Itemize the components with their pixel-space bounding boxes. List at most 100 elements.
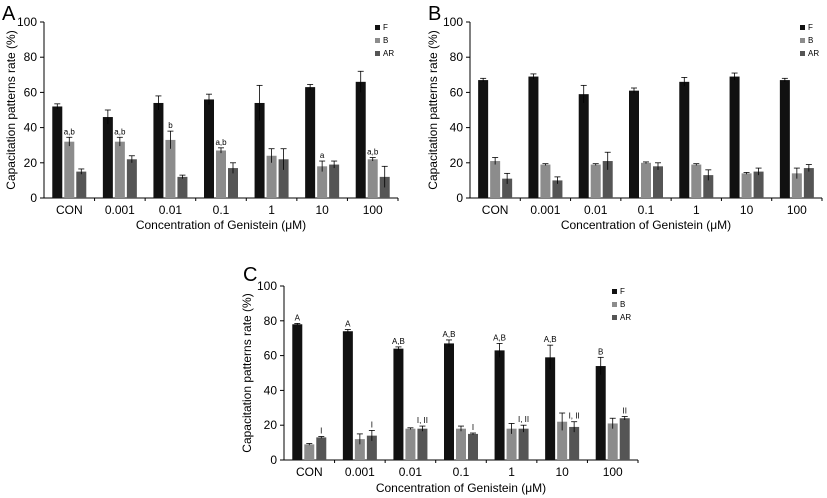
bar-f bbox=[444, 343, 454, 460]
bar-b bbox=[791, 173, 802, 198]
bar-f bbox=[478, 80, 489, 198]
bar-f bbox=[355, 81, 366, 198]
bar-f bbox=[528, 76, 539, 198]
significance-label: A bbox=[295, 313, 301, 322]
x-tick-label: 0.001 bbox=[530, 203, 560, 217]
bar-f bbox=[545, 357, 556, 460]
legend-label: F bbox=[808, 23, 813, 32]
bar-ar bbox=[703, 175, 714, 198]
x-tick-label: 1 bbox=[268, 203, 275, 217]
significance-label: B bbox=[598, 347, 603, 356]
bar-f bbox=[342, 331, 353, 460]
bar-ar bbox=[76, 171, 87, 198]
x-axis-title: Concentration of Genistein (μM) bbox=[136, 218, 306, 232]
bar-f bbox=[52, 106, 63, 198]
bar-b bbox=[741, 173, 752, 198]
bar-b bbox=[490, 161, 501, 198]
legend-swatch bbox=[375, 38, 380, 43]
bar-f bbox=[254, 102, 265, 198]
legend-swatch bbox=[612, 302, 617, 307]
significance-label: A,B bbox=[493, 333, 506, 342]
bar-ar bbox=[803, 168, 814, 198]
y-tick-label: 20 bbox=[450, 156, 464, 170]
bar-f bbox=[393, 348, 404, 460]
significance-label: a,b bbox=[114, 127, 126, 136]
y-tick-label: 80 bbox=[264, 314, 278, 328]
x-tick-label: 10 bbox=[315, 203, 329, 217]
x-tick-label: 1 bbox=[508, 465, 515, 479]
y-tick-label: 40 bbox=[450, 121, 464, 135]
significance-label: b bbox=[168, 121, 173, 130]
bar-f bbox=[595, 366, 606, 460]
bar-ar bbox=[366, 435, 377, 460]
bar-f bbox=[494, 350, 505, 460]
x-tick-label: 0.1 bbox=[453, 465, 470, 479]
x-tick-label: 0.01 bbox=[159, 203, 183, 217]
significance-label: a,b bbox=[215, 138, 227, 147]
y-tick-label: 0 bbox=[456, 191, 463, 205]
legend-swatch bbox=[375, 25, 380, 30]
bar-b bbox=[506, 428, 517, 460]
y-tick-label: 100 bbox=[257, 279, 277, 293]
bar-b bbox=[405, 428, 416, 460]
significance-label: I bbox=[371, 420, 373, 429]
x-tick-label: 0.001 bbox=[345, 465, 375, 479]
panel-letter: B bbox=[428, 3, 441, 25]
x-tick-label: CON bbox=[482, 203, 509, 217]
x-axis-title: Concentration of Genistein (μM) bbox=[376, 481, 546, 495]
bar-ar bbox=[329, 164, 340, 198]
significance-label: I, II bbox=[569, 412, 580, 421]
y-axis-title: Capacitation patterns rate (%) bbox=[426, 30, 440, 189]
x-tick-label: 0.1 bbox=[213, 203, 230, 217]
bar-b bbox=[557, 421, 568, 460]
panel-letter: A bbox=[2, 3, 16, 25]
bar-ar bbox=[753, 171, 764, 198]
panel-letter: C bbox=[243, 264, 257, 286]
legend-label: AR bbox=[383, 49, 394, 58]
bar-ar bbox=[653, 166, 663, 198]
y-tick-label: 80 bbox=[24, 50, 38, 64]
y-tick-label: 60 bbox=[24, 85, 38, 99]
bar-b bbox=[64, 141, 75, 198]
significance-label: a,b bbox=[367, 148, 379, 157]
y-tick-label: 100 bbox=[17, 15, 37, 29]
bar-ar bbox=[619, 418, 630, 460]
bar-ar bbox=[228, 168, 238, 198]
significance-label: A bbox=[345, 320, 351, 329]
y-tick-label: 60 bbox=[264, 349, 278, 363]
y-axis-title: Capacitation patterns rate (%) bbox=[240, 293, 254, 452]
bar-f bbox=[102, 117, 113, 198]
y-tick-label: 100 bbox=[443, 15, 463, 29]
y-tick-label: 60 bbox=[450, 85, 464, 99]
legend-label: F bbox=[383, 23, 388, 32]
bar-ar bbox=[468, 433, 478, 460]
x-tick-label: CON bbox=[56, 203, 83, 217]
significance-label: I, II bbox=[417, 416, 428, 425]
x-tick-label: 100 bbox=[603, 465, 623, 479]
chart-panel-c: C 0 20 40 60 80 100 CON A I 0.001 A I 0.01 A,B I, II 0.1… bbox=[240, 264, 639, 495]
significance-label: A,B bbox=[544, 335, 557, 344]
bar-b bbox=[317, 166, 328, 198]
x-tick-label: 0.1 bbox=[638, 203, 655, 217]
bar-ar bbox=[502, 178, 513, 198]
y-tick-label: 20 bbox=[264, 418, 278, 432]
legend-swatch bbox=[375, 51, 380, 56]
bar-b bbox=[607, 423, 618, 460]
x-tick-label: 1 bbox=[693, 203, 700, 217]
significance-label: I bbox=[320, 427, 322, 436]
y-tick-label: 20 bbox=[24, 156, 38, 170]
bar-b bbox=[165, 139, 176, 198]
legend-label: AR bbox=[620, 313, 631, 322]
x-axis-title: Concentration of Genistein (μM) bbox=[561, 218, 731, 232]
significance-label: a,b bbox=[64, 127, 76, 136]
legend-label: B bbox=[383, 36, 388, 45]
x-tick-label: 100 bbox=[787, 203, 807, 217]
bar-ar bbox=[602, 161, 613, 198]
x-tick-label: CON bbox=[296, 465, 323, 479]
bar-f bbox=[153, 102, 164, 198]
significance-label: II bbox=[622, 407, 626, 416]
significance-label: A,B bbox=[392, 337, 405, 346]
bar-b bbox=[456, 428, 466, 460]
x-tick-label: 10 bbox=[740, 203, 754, 217]
